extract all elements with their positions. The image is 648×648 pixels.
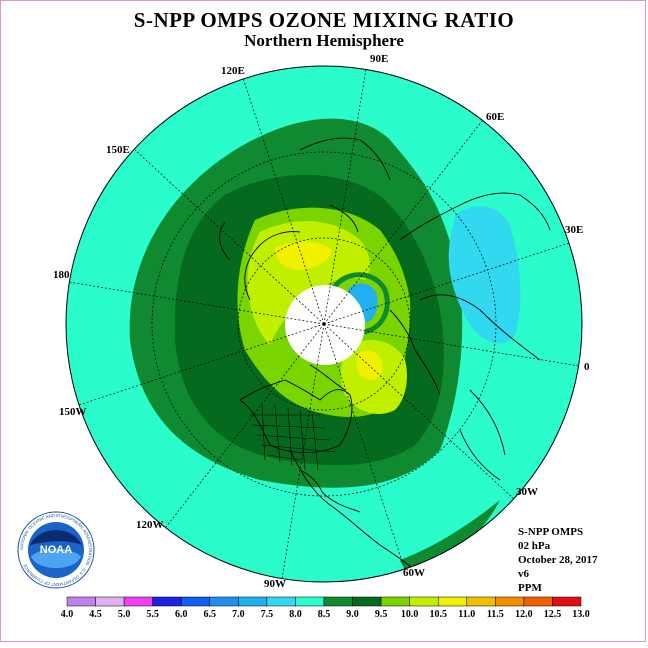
colorbar-tick-label: 4.5 [89,609,102,620]
colorbar-tick-label: 10.5 [429,609,447,620]
colorbar-swatch [180,596,211,607]
colorbar-tick-label: 9.5 [375,609,388,620]
info-units: PPM [518,582,542,594]
colorbar-tick-label: 4.0 [61,609,74,620]
colorbar-swatch [323,596,353,607]
colorbar-swatch [295,596,325,607]
info-level: 02 hPa [518,540,551,552]
colorbar-tick-label: 11.5 [487,609,504,620]
map-title: S-NPP OMPS OZONE MIXING RATIO [133,8,515,32]
lon-label-90w: 90W [264,578,286,590]
state-boundaries [250,404,336,471]
colorbar-tick-label: 12.5 [544,609,562,620]
colorbar: 4.0 4.5 5.0 5.5 6.0 6.5 7.0 7.5 8.0 8.5 9.0 9.5 10.0… [61,596,590,620]
map-subtitle: Northern Hemisphere [244,31,404,50]
colorbar-swatch [238,596,268,607]
ozone-low-7-5 [448,206,521,344]
colorbar-tick-label: 13.0 [572,609,590,620]
colorbar-tick-label: 11.0 [458,609,475,620]
colorbar-swatch [437,596,468,607]
lon-label-30e: 30E [565,224,583,236]
lon-label-60w: 60W [403,567,425,579]
graticule [68,68,580,580]
colorbar-tick-label: 7.0 [232,609,245,620]
lon-label-120w: 120W [136,519,164,531]
info-block: S-NPP OMPS 02 hPa October 28, 2017 v6 PP… [518,525,598,595]
info-version: v6 [518,568,529,580]
colorbar-swatch [380,596,410,607]
colorbar-swatch [552,596,582,607]
lon-label-0: 0 [584,361,590,373]
colorbar-tick-label: 6.5 [204,609,217,620]
colorbar-tick-label: 5.0 [118,609,131,620]
coastlines [219,137,551,576]
lon-label-150e: 150E [106,144,130,156]
colorbar-tick-label: 5.5 [146,609,159,620]
colorbar-swatch [95,596,125,607]
colorbar-swatch [266,596,296,607]
colorbar-swatch [352,596,382,607]
colorbar-swatch [495,596,525,607]
map-boundary [65,65,583,583]
noaa-logo-text: NOAA [40,544,72,556]
lon-label-120e: 120E [221,65,245,77]
ozone-ring-8-5 [331,272,390,335]
colorbar-swatch [209,596,239,607]
info-date: October 28, 2017 [518,554,598,566]
colorbar-tick-label: 6.0 [175,609,188,620]
colorbar-tick-label: 8.0 [289,609,302,620]
colorbar-tick-label: 9.0 [346,609,359,620]
info-instrument: S-NPP OMPS [518,526,584,538]
ozone-band-8-5-edge [400,500,500,572]
colorbar-swatch [152,596,182,607]
colorbar-tick-label: 8.5 [318,609,331,620]
colorbar-swatch [66,596,96,607]
lon-label-180: 180 [53,269,70,281]
noaa-logo: NOAA NATIONAL OCEANIC AND ATMOSPHERIC AD… [17,511,95,589]
lon-label-150w: 150W [59,406,87,418]
colorbar-swatch [123,596,153,607]
colorbar-tick-label: 10.0 [401,609,419,620]
lon-label-90e: 90E [370,53,388,65]
colorbar-tick-label: 12.0 [515,609,533,620]
ozone-band-10-5 [275,241,332,270]
colorbar-swatch [466,596,496,607]
lon-label-60e: 60E [486,111,504,123]
colorbar-swatch [523,596,553,607]
colorbar-tick-label: 7.5 [261,609,274,620]
colorbar-swatch [409,596,439,607]
lon-label-30w: 30W [516,486,538,498]
